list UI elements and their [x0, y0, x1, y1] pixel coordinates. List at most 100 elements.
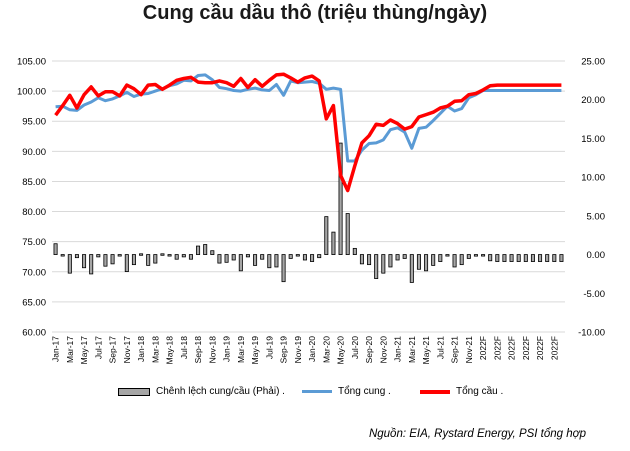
gap-bars: [53, 142, 564, 283]
x-axis-tick-label: Mar-18: [150, 336, 160, 363]
gap-bar: [374, 254, 379, 279]
gap-bar: [473, 254, 478, 257]
legend-swatch-demand: [420, 389, 450, 394]
gap-bar: [516, 254, 521, 262]
x-axis-tick-label: Jul-21: [435, 336, 445, 359]
gap-bar: [445, 254, 450, 257]
left-axis-tick-label: 95.00: [22, 117, 46, 128]
x-axis-tick-label: Mar-21: [407, 336, 417, 363]
x-axis-tick-label: Mar-20: [321, 336, 331, 363]
x-axis-tick-label: May-21: [421, 336, 431, 365]
x-axis-tick-label: 2022F: [549, 336, 559, 360]
gap-bar: [402, 254, 407, 259]
gap-bar: [245, 254, 250, 258]
gap-bar: [559, 254, 564, 262]
x-axis: Jan-17 Mar-17 May-17 Jul-17 Sep-17 Nov-17 Jan-…: [51, 336, 560, 365]
gap-bar: [288, 254, 293, 259]
x-axis-tick-label: May-17: [79, 336, 89, 365]
left-axis-tick-label: 90.00: [22, 147, 46, 158]
x-axis-tick-label: Sep-17: [108, 336, 118, 364]
x-axis-tick-label: 2022F: [507, 336, 517, 360]
x-axis-tick-label: Nov-17: [122, 336, 132, 364]
gap-bar: [345, 213, 350, 255]
x-axis-tick-label: Sep-21: [450, 336, 460, 364]
right-axis-tick-label: 20.00: [581, 95, 605, 106]
gap-bar: [552, 254, 557, 262]
left-axis-tick-label: 80.00: [22, 207, 46, 218]
gap-bar: [224, 254, 229, 263]
x-axis-tick-label: 2022F: [535, 336, 545, 360]
x-axis-tick-label: 2022F: [521, 336, 531, 360]
gap-bar: [103, 254, 108, 267]
gridlines: [52, 60, 565, 333]
gap-bar: [488, 254, 493, 262]
right-axis-tick-label: -10.00: [578, 328, 605, 339]
gap-bar: [538, 254, 543, 262]
legend-label-gap: Chênh lệch cung/cầu (Phải) .: [156, 386, 285, 397]
x-axis-tick-label: Jan-20: [307, 336, 317, 362]
x-axis-tick-label: Nov-21: [464, 336, 474, 364]
legend-item-supply: Tổng cung .: [302, 386, 391, 397]
right-axis-tick-label: 15.00: [581, 134, 605, 145]
demand-line: [54, 72, 562, 193]
gap-bar: [139, 253, 144, 256]
gap-bar: [96, 254, 101, 258]
gap-bar: [167, 254, 172, 257]
gap-bar: [424, 254, 429, 272]
legend-swatch-supply: [302, 390, 332, 393]
gap-bar: [338, 142, 343, 255]
gap-bar: [495, 254, 500, 262]
gap-bar: [459, 254, 464, 266]
gap-bar: [196, 245, 201, 255]
gap-bar: [60, 254, 65, 257]
x-axis-tick-label: 2022F: [478, 336, 488, 360]
left-axis-tick-label: 60.00: [22, 328, 46, 339]
legend-label-demand: Tổng cầu .: [456, 386, 504, 397]
right-axis-tick-label: 10.00: [581, 173, 605, 184]
x-axis-tick-label: Jan-21: [393, 336, 403, 362]
gap-bar: [317, 254, 322, 259]
gap-bar: [545, 254, 550, 262]
gap-bar: [381, 254, 386, 274]
gap-bar: [523, 254, 528, 262]
gap-bar: [238, 254, 243, 272]
gap-bar: [388, 254, 393, 268]
gap-bar: [530, 254, 535, 262]
gap-bar: [452, 254, 457, 268]
gap-bar: [367, 254, 372, 266]
gap-bar: [310, 254, 315, 262]
left-axis-tick-label: 70.00: [22, 267, 46, 278]
gap-bar: [409, 254, 414, 283]
x-axis-tick-label: Sep-18: [193, 336, 203, 364]
x-axis-tick-label: Mar-17: [65, 336, 75, 363]
right-axis: -10.00 -5.00 0.00 5.00 10.00 15.00 20.00 25.00: [578, 57, 605, 339]
series-lines: [54, 72, 562, 193]
right-axis-tick-label: -5.00: [583, 289, 605, 300]
legend: Chênh lệch cung/cầu (Phải) . Tổng cung .…: [0, 386, 630, 406]
x-axis-tick-label: Jul-20: [350, 336, 360, 359]
legend-item-gap: Chênh lệch cung/cầu (Phải) .: [118, 386, 285, 397]
left-axis-tick-label: 85.00: [22, 177, 46, 188]
x-axis-tick-label: Jan-17: [51, 336, 61, 362]
x-axis-tick-label: Jul-18: [179, 336, 189, 359]
x-axis-tick-label: Jul-17: [93, 336, 103, 359]
gap-bar: [53, 243, 58, 255]
gap-bar: [160, 253, 165, 256]
gap-bar: [146, 254, 151, 266]
x-axis-tick-label: May-19: [250, 336, 260, 365]
left-axis-tick-label: 100.00: [17, 87, 46, 98]
gap-bar: [174, 254, 179, 260]
gap-bar: [253, 254, 258, 266]
gap-bar: [210, 250, 215, 255]
gap-bar: [89, 254, 94, 275]
gap-bar: [188, 254, 193, 260]
gap-bar: [274, 254, 279, 268]
chart-title: Cung cầu dầu thô (triệu thùng/ngày): [142, 2, 488, 24]
gap-bar: [466, 254, 471, 259]
right-axis-tick-label: 25.00: [581, 57, 605, 68]
legend-item-demand: Tổng cầu .: [420, 386, 503, 397]
left-axis-tick-label: 75.00: [22, 237, 46, 248]
x-axis-tick-label: May-20: [336, 336, 346, 365]
gap-bar: [131, 254, 136, 266]
